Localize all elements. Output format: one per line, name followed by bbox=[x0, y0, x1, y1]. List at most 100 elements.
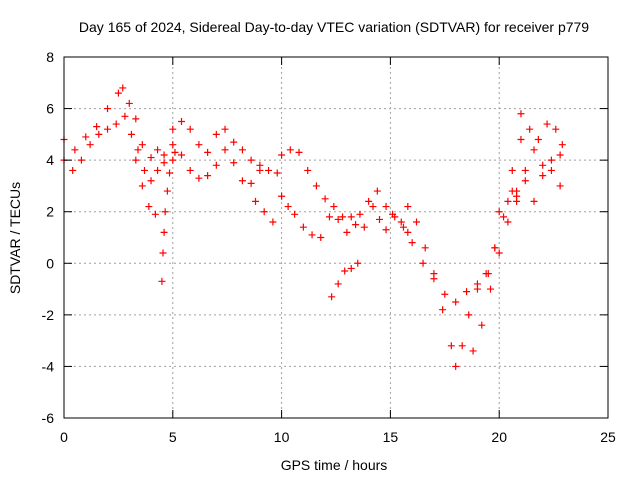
data-point bbox=[352, 221, 360, 229]
data-point bbox=[441, 290, 449, 298]
data-point bbox=[138, 182, 146, 190]
y-tick-label: 6 bbox=[46, 101, 54, 117]
data-point bbox=[334, 280, 342, 288]
y-tick-label: 4 bbox=[46, 152, 54, 168]
data-point bbox=[558, 141, 566, 149]
data-point bbox=[238, 177, 246, 185]
data-point bbox=[473, 280, 481, 288]
data-point bbox=[419, 259, 427, 267]
data-point bbox=[356, 210, 364, 218]
series-9 bbox=[469, 197, 521, 355]
data-point bbox=[447, 342, 455, 350]
data-point bbox=[517, 136, 525, 144]
data-point bbox=[104, 125, 112, 133]
data-point bbox=[160, 151, 168, 159]
x-tick-label: 0 bbox=[60, 429, 68, 445]
data-point bbox=[163, 187, 171, 195]
data-point bbox=[328, 293, 336, 301]
data-point bbox=[154, 146, 162, 154]
data-point bbox=[508, 166, 516, 174]
data-point bbox=[286, 146, 294, 154]
data-point bbox=[93, 123, 101, 131]
plot-frame bbox=[63, 56, 609, 419]
data-point bbox=[539, 172, 547, 180]
series-1 bbox=[60, 112, 264, 187]
data-point bbox=[195, 174, 203, 182]
data-point bbox=[299, 223, 307, 231]
data-point bbox=[317, 234, 325, 241]
series-2 bbox=[132, 156, 159, 218]
data-point bbox=[212, 130, 220, 138]
y-tick-label: -4 bbox=[42, 358, 55, 374]
data-point bbox=[397, 218, 405, 226]
data-point bbox=[104, 105, 112, 113]
series-11 bbox=[495, 166, 564, 216]
data-point bbox=[269, 218, 277, 226]
grid-lines bbox=[64, 57, 608, 418]
data-point bbox=[376, 215, 384, 223]
data-point bbox=[69, 166, 77, 174]
data-point bbox=[121, 112, 129, 120]
chart-title: Day 165 of 2024, Sidereal Day-to-day VTE… bbox=[79, 19, 589, 35]
data-point bbox=[147, 154, 155, 162]
data-point bbox=[365, 197, 373, 205]
series-0 bbox=[60, 84, 281, 177]
data-point bbox=[230, 138, 238, 146]
y-tick-label: 8 bbox=[46, 49, 54, 65]
data-point bbox=[284, 203, 292, 211]
data-point bbox=[221, 125, 229, 133]
data-point bbox=[278, 192, 286, 200]
data-point bbox=[312, 182, 320, 190]
data-point bbox=[160, 228, 168, 236]
data-point bbox=[500, 213, 508, 221]
data-point bbox=[260, 208, 268, 216]
data-point bbox=[495, 249, 503, 257]
data-point bbox=[478, 321, 486, 329]
data-point bbox=[251, 197, 259, 205]
data-point bbox=[513, 187, 521, 195]
x-axis-label: GPS time / hours bbox=[281, 457, 388, 473]
data-point bbox=[530, 197, 538, 205]
data-point bbox=[408, 239, 416, 247]
y-tick-label: -2 bbox=[42, 307, 55, 323]
series-10 bbox=[508, 120, 566, 174]
data-point bbox=[452, 362, 460, 370]
data-point bbox=[330, 203, 338, 211]
data-point bbox=[404, 228, 412, 236]
data-point bbox=[134, 146, 142, 154]
data-point bbox=[125, 99, 133, 107]
data-point bbox=[321, 195, 329, 203]
data-point bbox=[404, 203, 412, 211]
data-point bbox=[304, 166, 312, 174]
data-point bbox=[169, 141, 177, 149]
y-tick-label: 2 bbox=[46, 204, 54, 220]
data-point bbox=[430, 275, 438, 283]
data-point bbox=[238, 146, 246, 154]
data-point bbox=[160, 159, 168, 167]
x-tick-label: 25 bbox=[600, 429, 616, 445]
series-8 bbox=[408, 239, 499, 306]
data-point bbox=[186, 125, 194, 133]
data-point bbox=[465, 311, 473, 319]
x-axis-ticks: 0 5 10 15 20 25 bbox=[60, 57, 616, 445]
data-point bbox=[484, 270, 492, 278]
data-point bbox=[343, 228, 351, 236]
data-point bbox=[391, 213, 399, 221]
data-point bbox=[127, 130, 135, 138]
data-point bbox=[141, 166, 149, 174]
data-point bbox=[521, 177, 529, 185]
data-point bbox=[151, 210, 159, 218]
data-point bbox=[534, 136, 542, 144]
data-point bbox=[158, 277, 166, 285]
series-3 bbox=[158, 148, 179, 285]
data-point bbox=[221, 146, 229, 154]
data-point bbox=[147, 177, 155, 185]
data-point bbox=[119, 84, 127, 92]
x-tick-label: 10 bbox=[274, 429, 290, 445]
series-7 bbox=[404, 110, 525, 370]
series-5 bbox=[278, 146, 407, 231]
data-points bbox=[60, 84, 566, 370]
data-point bbox=[86, 141, 94, 149]
data-point bbox=[169, 156, 177, 164]
data-point bbox=[556, 151, 564, 159]
